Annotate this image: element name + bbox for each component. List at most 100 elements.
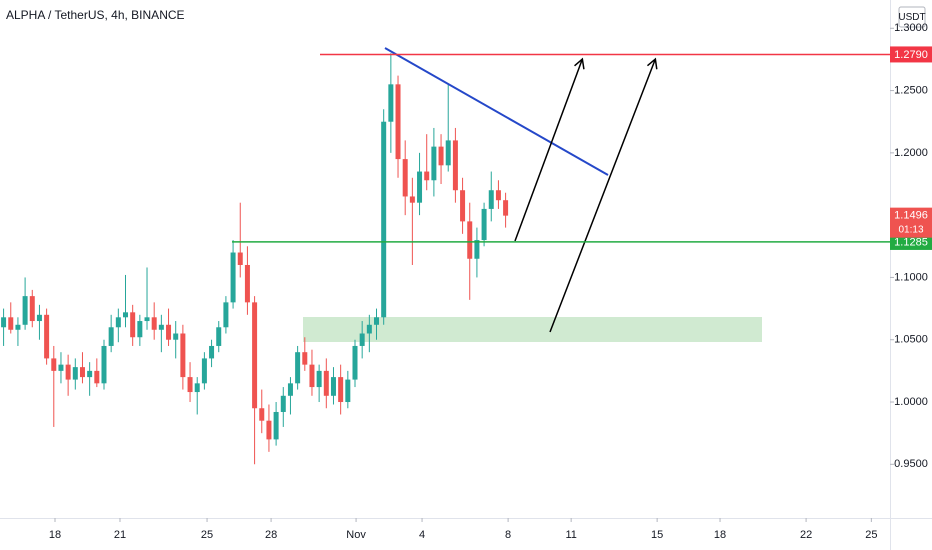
candle-body [395,84,401,160]
candle-body [424,171,430,181]
candle-body [166,324,172,340]
candle-body [137,321,143,338]
candle-body [51,358,57,371]
x-tick-label: 22 [800,529,812,541]
x-tick-label: Nov [346,529,366,541]
candle-body [58,364,64,371]
candle-body [29,296,35,322]
candle-body [481,208,487,241]
candle-body [280,395,286,412]
y-tick-label: 1.1000 [894,271,928,283]
x-tick-label: 28 [265,529,277,541]
candle-body [402,159,408,197]
y-tick-label: 1.2000 [894,147,928,159]
candle-body [352,345,358,380]
candle-body [101,345,107,384]
x-tick-label: 4 [419,529,425,541]
candle-body [316,370,322,388]
candle-body [144,317,150,322]
candle-body [417,171,423,203]
price-level-label: 1.1285 [894,236,928,248]
x-tick-label: 8 [505,529,511,541]
candle-body [158,324,164,330]
candle-body [44,314,50,359]
candle-body [216,327,222,346]
arrow [549,57,658,333]
candle-body [123,312,129,318]
y-tick-label: 1.0000 [894,396,928,408]
candle-body [431,146,437,181]
last-price-tag [890,207,932,238]
last-price-label: 1.1496 [894,210,928,222]
candle-body [223,302,229,328]
candle-body [1,317,7,328]
candle-body [72,367,78,380]
candle-body [237,252,243,265]
candle-body [467,221,473,259]
candle-body [180,333,186,378]
candle-body [388,84,394,122]
candle-body [374,317,380,325]
y-tick-label: 0.9500 [894,458,928,470]
candle-body [201,358,207,384]
candle-body [209,345,215,359]
candle-body [151,317,157,330]
price-level-tag [890,46,932,63]
currency[interactable]: USDT [898,12,925,23]
price-level-label: 1.2790 [894,49,928,61]
candle-body [244,264,250,303]
x-tick-label: 25 [201,529,213,541]
candle-body [22,296,28,325]
candle-body [381,121,387,318]
candle-body [65,364,71,380]
candle-body [287,383,293,396]
candle-body [8,317,14,330]
candle-body [338,377,344,403]
candle-body [452,140,458,191]
currency-box[interactable] [898,6,926,28]
y-tick-label: 1.3000 [894,22,928,34]
x-tick-label: 15 [651,529,663,541]
x-tick-label: 25 [865,529,877,541]
x-tick-label: 21 [114,529,126,541]
candle-body [474,240,480,259]
candle-body [438,146,444,166]
y-tick-label: 1.2500 [894,84,928,96]
candle-body [495,190,501,201]
candle-body [488,190,494,209]
x-tick-label: 11 [565,529,576,541]
candle-body [130,312,136,338]
candle-body [187,377,193,393]
x-tick-label: 18 [49,529,61,541]
candle-body [173,333,179,340]
countdown: 01:13 [898,224,923,235]
candle-body [230,252,236,303]
candle-body [194,383,200,393]
support-zone [303,317,762,342]
candle-body [79,367,85,378]
candle-body [366,324,372,334]
candle-body [115,317,121,328]
x-tick-label: 18 [714,529,726,541]
candle-body [302,352,308,365]
y-tick-label: 1.0500 [894,334,928,346]
candle-body [309,364,315,388]
candle-body [345,379,351,403]
trend-line [384,47,609,176]
candle-body [36,314,42,322]
candle-body [266,420,272,440]
candle-body [460,190,466,222]
candle-body [323,370,329,396]
candle-body [259,408,265,421]
candle-body [273,411,279,440]
candle-body [87,370,93,378]
candle-body [359,333,365,346]
candle-body [15,324,21,330]
candle-body [295,352,301,384]
candle-body [503,200,509,216]
candle-body [330,377,336,396]
arrow [514,57,585,242]
candle-body [108,327,114,346]
